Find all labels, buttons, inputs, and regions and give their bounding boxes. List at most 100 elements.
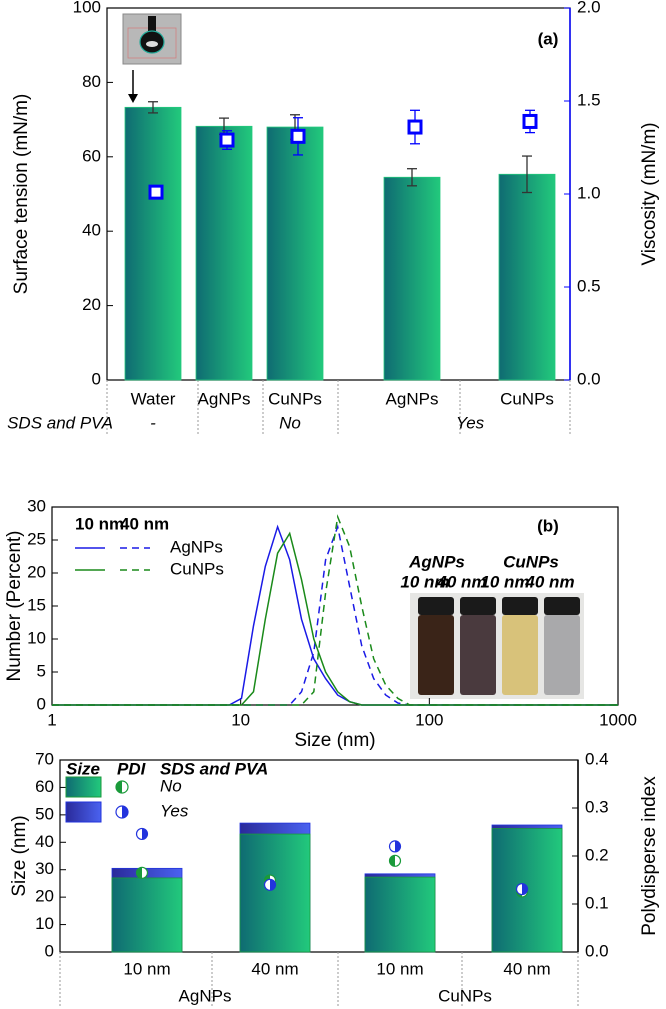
group-axis-label: SDS and PVA bbox=[7, 413, 113, 432]
bar bbox=[111, 877, 183, 953]
group-label: AgNPs bbox=[179, 986, 232, 1005]
y-tick-label: 0 bbox=[37, 694, 46, 713]
y2-tick-label: 1.5 bbox=[577, 90, 601, 109]
legend-label: Yes bbox=[160, 801, 189, 820]
group-label: - bbox=[150, 413, 156, 432]
vial bbox=[544, 615, 580, 695]
y2-axis-label: Viscosity (mN/m) bbox=[639, 122, 660, 265]
x-tick-label: Water bbox=[131, 389, 176, 408]
legend-header: Size bbox=[66, 759, 100, 778]
y-tick-label: 30 bbox=[27, 496, 46, 515]
group-label: Yes bbox=[456, 413, 485, 432]
marker-half bbox=[522, 883, 528, 895]
y-tick-label: 0 bbox=[92, 369, 101, 388]
legend-header: 40 nm bbox=[120, 514, 169, 533]
vial-cap bbox=[418, 597, 454, 615]
vial bbox=[418, 615, 454, 695]
y2-tick-label: 0.0 bbox=[585, 941, 609, 960]
inset-label: 40 nm bbox=[436, 572, 486, 591]
y-tick-label: 20 bbox=[82, 295, 101, 314]
y2-tick-label: 0.4 bbox=[585, 749, 609, 768]
y2-axis-label: Polydisperse index bbox=[639, 776, 660, 936]
x-tick-label: 10 nm bbox=[123, 959, 170, 978]
series-line bbox=[52, 514, 618, 706]
x-axis-label: Size (nm) bbox=[294, 730, 375, 751]
y2-tick-label: 0.5 bbox=[577, 276, 601, 295]
droplet-image bbox=[122, 13, 182, 65]
legend-swatch bbox=[65, 776, 102, 798]
pdi-point bbox=[263, 878, 277, 891]
legend-marker bbox=[115, 780, 129, 794]
inset-group-label: CuNPs bbox=[503, 552, 559, 571]
group-label: CuNPs bbox=[438, 986, 492, 1005]
vial-cap bbox=[502, 597, 538, 615]
series-line bbox=[52, 531, 618, 706]
y-axis-label: Surface tension (mN/m) bbox=[11, 94, 32, 295]
panel-label: (b) bbox=[537, 516, 559, 535]
pdi-point bbox=[388, 840, 402, 853]
point bbox=[148, 184, 164, 200]
pdi-point bbox=[135, 866, 149, 879]
y2-tick-label: 0.0 bbox=[577, 369, 601, 388]
y-axis-label: Number (Percent) bbox=[4, 531, 25, 682]
x-tick-label: 10 nm bbox=[376, 959, 423, 978]
bar bbox=[383, 176, 441, 381]
x-tick-label: 40 nm bbox=[503, 959, 550, 978]
point bbox=[407, 119, 423, 135]
x-tick-label: CuNPs bbox=[268, 389, 322, 408]
inset-label: 10 nm bbox=[480, 572, 529, 591]
marker-half bbox=[395, 840, 401, 852]
y2-tick-label: 0.1 bbox=[585, 893, 609, 912]
droplet-highlight bbox=[146, 41, 158, 47]
y-tick-label: 0 bbox=[45, 941, 54, 960]
point bbox=[219, 132, 235, 148]
bar bbox=[195, 125, 253, 381]
x-tick-label: 1000 bbox=[599, 710, 637, 729]
y-tick-label: 70 bbox=[35, 749, 54, 768]
x-tick-label: 40 nm bbox=[251, 959, 298, 978]
marker-half bbox=[142, 828, 148, 840]
y-tick-label: 30 bbox=[35, 859, 54, 878]
point bbox=[522, 113, 538, 129]
y-tick-label: 10 bbox=[35, 914, 54, 933]
x-tick-label: CuNPs bbox=[500, 389, 554, 408]
y-tick-label: 20 bbox=[35, 887, 54, 906]
bar bbox=[498, 173, 556, 381]
legend-label: No bbox=[160, 776, 182, 795]
marker-half bbox=[122, 806, 128, 818]
inset-group-label: AgNPs bbox=[408, 552, 465, 571]
vial bbox=[502, 615, 538, 695]
marker-half bbox=[136, 867, 142, 879]
vial-cap bbox=[460, 597, 496, 615]
legend-header: 10 nm bbox=[75, 514, 124, 533]
pdi-point bbox=[135, 827, 149, 841]
bar bbox=[266, 126, 324, 381]
y-tick-label: 100 bbox=[73, 0, 101, 16]
y-tick-label: 40 bbox=[35, 832, 54, 851]
legend-header: SDS and PVA bbox=[160, 759, 268, 778]
y-tick-label: 50 bbox=[35, 804, 54, 823]
x-tick-label: 1 bbox=[47, 710, 56, 729]
y2-tick-label: 2.0 bbox=[577, 0, 601, 16]
needle bbox=[148, 16, 156, 32]
vial-photo bbox=[410, 593, 584, 699]
legend-swatch bbox=[65, 801, 102, 823]
y-tick-label: 5 bbox=[37, 661, 46, 680]
y-tick-label: 60 bbox=[82, 146, 101, 165]
y-tick-label: 40 bbox=[82, 221, 101, 240]
x-tick-label: 10 bbox=[231, 710, 250, 729]
point bbox=[290, 128, 306, 144]
x-tick-label: AgNPs bbox=[386, 389, 439, 408]
bar bbox=[124, 106, 182, 381]
x-tick-label: 100 bbox=[415, 710, 443, 729]
y-axis-label: Size (nm) bbox=[9, 815, 30, 896]
series-line bbox=[52, 524, 618, 706]
y2-tick-label: 0.3 bbox=[585, 797, 609, 816]
pdi-point bbox=[388, 854, 402, 867]
pdi-point bbox=[515, 883, 529, 896]
legend-label: CuNPs bbox=[170, 559, 224, 578]
y2-tick-label: 1.0 bbox=[577, 183, 601, 202]
vial-cap bbox=[544, 597, 580, 615]
